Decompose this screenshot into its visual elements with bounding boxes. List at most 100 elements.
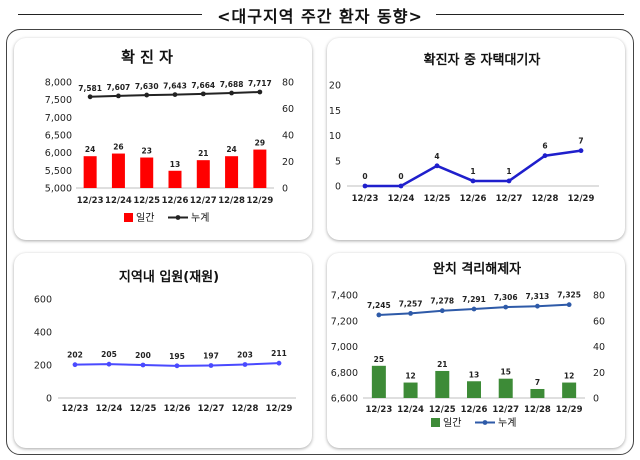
x-tick-label: 12/29	[266, 404, 293, 414]
line-point	[106, 361, 112, 367]
line-point	[408, 311, 413, 316]
y-right-tick-label: 0	[282, 184, 288, 195]
y-right-tick-label: 60	[282, 104, 294, 115]
x-tick-label: 12/28	[532, 194, 559, 204]
y-left-tick-label: 600	[34, 295, 52, 306]
line-point	[470, 178, 476, 184]
line-point	[434, 163, 440, 169]
line-data-label: 202	[67, 351, 83, 360]
line-point	[174, 363, 180, 369]
line-data-label: 7,643	[163, 82, 187, 91]
x-tick-label: 12/27	[198, 404, 225, 414]
x-tick-label: 12/26	[461, 405, 488, 415]
line-data-label: 7,664	[191, 81, 215, 90]
y-left-tick-label: 7,500	[45, 95, 72, 106]
line-point	[229, 90, 234, 96]
bar-data-label: 13	[170, 160, 180, 169]
y-left-tick-label: 15	[329, 106, 341, 117]
bar	[435, 370, 450, 398]
bar-data-label: 24	[85, 145, 95, 154]
x-tick-label: 12/28	[232, 404, 259, 414]
chart-title: 완치 격리해제자	[433, 261, 521, 277]
line-data-label: 7,257	[399, 299, 423, 308]
line-point	[506, 178, 512, 184]
x-tick-label: 12/23	[352, 194, 379, 204]
line-point	[208, 363, 214, 368]
line-point	[362, 183, 368, 189]
bar-data-label: 24	[226, 145, 236, 154]
bar	[562, 382, 577, 398]
y-left-tick-label: 8,000	[45, 78, 72, 89]
legend-label-bar: 일간	[136, 212, 154, 224]
x-tick-label: 12/25	[130, 404, 157, 414]
line-data-label: 195	[169, 352, 185, 361]
line-data-label: 7,313	[526, 292, 550, 301]
bar-data-label: 12	[405, 372, 415, 381]
line-data-label: 7,688	[220, 80, 244, 89]
line-data-label: 0	[362, 172, 367, 181]
y-left-tick-label: 10	[329, 131, 341, 142]
y-left-tick-label: 6,000	[45, 148, 72, 159]
line-point	[144, 92, 150, 98]
bar	[196, 160, 210, 188]
line-data-label: 4	[434, 152, 439, 161]
bar	[467, 381, 481, 398]
line-data-label: 211	[271, 349, 287, 358]
line-point	[257, 89, 263, 95]
x-tick-label: 12/26	[162, 196, 189, 206]
bar	[403, 382, 418, 398]
x-tick-label: 12/26	[164, 404, 191, 414]
title-rule-left	[18, 14, 202, 15]
chart-title: 확진자 중 자택대기자	[424, 52, 541, 68]
title-rule-right	[436, 14, 624, 15]
y-right-tick-label: 40	[282, 131, 294, 142]
x-tick-label: 12/24	[96, 404, 123, 414]
line-point	[172, 92, 178, 98]
legend-swatch-marker	[482, 420, 488, 425]
y-left-tick-label: 200	[34, 361, 52, 372]
x-tick-label: 12/29	[556, 405, 583, 415]
line-data-label: 7,306	[494, 293, 518, 302]
bar-data-label: 13	[469, 370, 479, 379]
x-tick-label: 12/23	[62, 404, 89, 414]
line-point	[276, 360, 282, 366]
line-point	[72, 362, 78, 368]
x-tick-label: 12/25	[424, 194, 451, 204]
panel-home-treatment: 확진자 중 자택대기자 0 5 10 15 20 12/23 12/24 12/25 12/26 1…	[327, 38, 625, 240]
bar-data-label: 12	[564, 372, 574, 381]
y-right-tick-label: 80	[593, 291, 605, 302]
line-data-label: 205	[101, 350, 117, 359]
line-data-label: 0	[398, 172, 403, 181]
line-data-label: 7,717	[248, 79, 272, 88]
y-left-tick-label: 5,000	[45, 184, 72, 195]
x-tick-label: 12/24	[388, 194, 415, 204]
line-data-label: 7,630	[135, 82, 159, 91]
line-data-label: 203	[237, 351, 253, 360]
y-left-tick-label: 7,400	[331, 291, 358, 302]
legend-swatch-bar	[124, 213, 133, 222]
line-point	[200, 91, 206, 97]
bar	[83, 156, 97, 188]
y-left-tick-label: 6,600	[331, 394, 358, 405]
x-tick-label: 12/27	[492, 405, 519, 415]
line-data-label: 7,607	[107, 83, 131, 92]
bar	[168, 170, 182, 188]
y-left-tick-label: 0	[46, 394, 52, 405]
y-right-tick-label: 0	[593, 394, 599, 405]
line-point	[376, 312, 382, 318]
chart-confirmed: 확 진 자 5,000 5,500 6,000 6,500 7,000 7,500 8,000…	[45, 48, 294, 224]
y-left-tick-label: 7,000	[331, 342, 358, 353]
line-data-label: 6	[542, 142, 547, 151]
panel-confirmed: 확 진 자 5,000 5,500 6,000 6,500 7,000 7,500 8,000…	[14, 38, 312, 240]
y-right-tick-label: 60	[593, 316, 605, 327]
bar	[371, 365, 386, 398]
bar	[253, 149, 267, 188]
x-tick-label: 12/29	[246, 196, 273, 206]
y-right-tick-label: 20	[282, 157, 294, 168]
x-tick-label: 12/28	[218, 196, 245, 206]
y-left-tick-label: 20	[329, 81, 341, 92]
line-data-label: 7,278	[430, 297, 454, 306]
line-data-label: 200	[135, 351, 151, 360]
chart-title: 지역내 입원(재원)	[119, 269, 219, 285]
